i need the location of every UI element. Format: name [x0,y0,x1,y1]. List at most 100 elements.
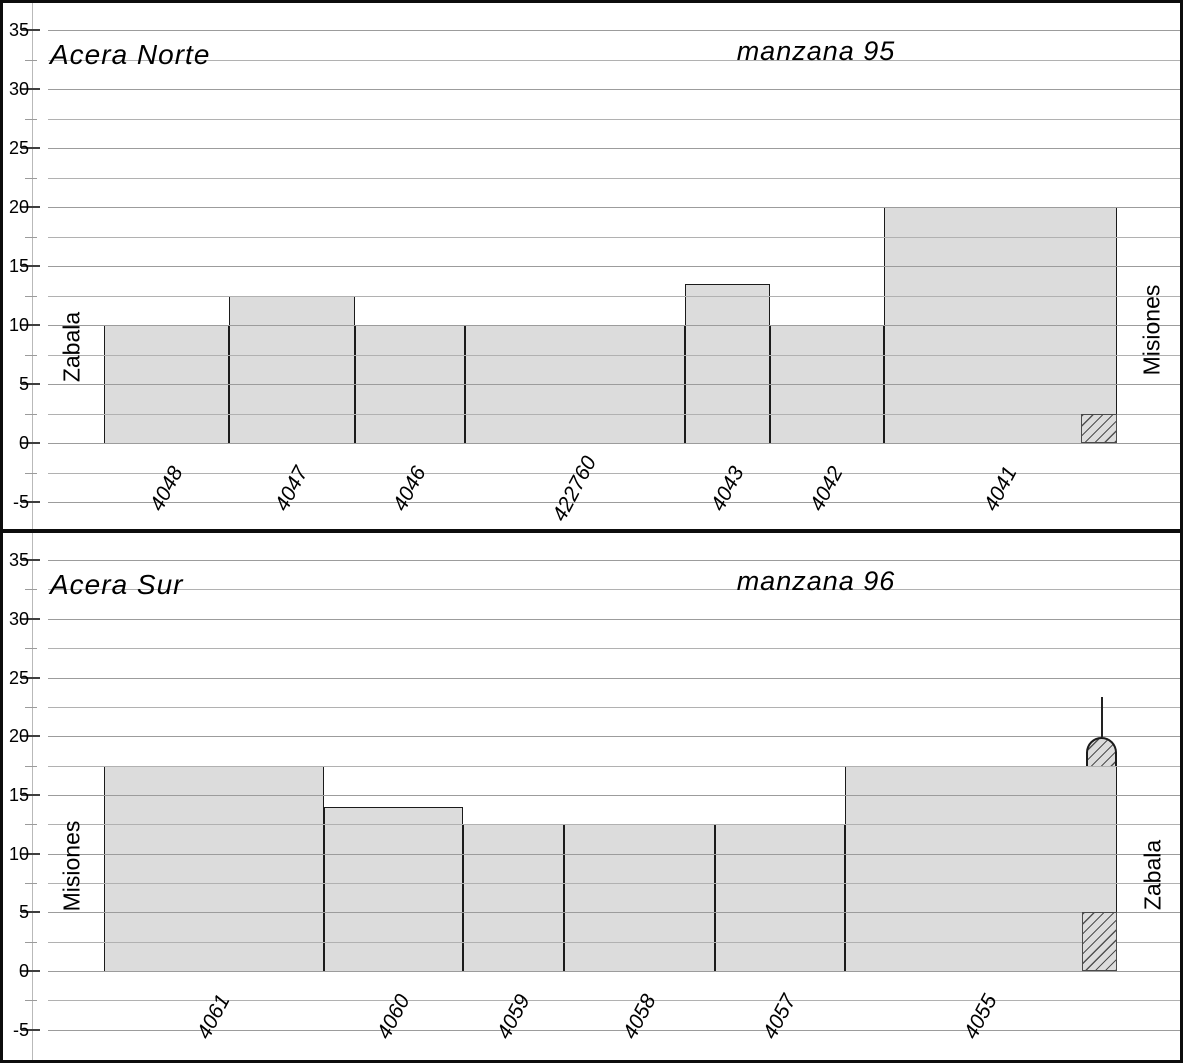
gridline [48,207,1180,208]
gridline [48,706,1180,708]
y-major-tick [21,1028,40,1031]
y-tick-label: 5 [18,374,29,394]
y-major-tick [21,206,40,208]
y-major-tick [21,324,40,326]
bar-4058 [564,824,715,972]
y-minor-tick [25,59,37,61]
y-tick-label: 10 [8,315,29,335]
y-tick-label: 5 [18,902,29,923]
gridline [48,941,1180,943]
y-axis-line [32,533,33,1060]
panel-acera-sur: Acera Sur manzana 96 Misiones Zabala 406… [3,533,1180,1060]
y-minor-tick [25,472,37,474]
y-tick-label: 0 [18,961,29,981]
gridline [48,882,1180,884]
street-label-left: Zabala [58,311,85,383]
gridline [48,413,1180,415]
y-major-tick [21,265,40,267]
x-label-4048: 4048 [144,462,188,515]
y-minor-tick [25,177,37,179]
bar-4059 [463,824,564,972]
y-minor-tick [25,824,37,826]
gridline [48,118,1180,120]
street-label-right: Misiones [1138,284,1165,376]
y-minor-tick [25,1000,37,1002]
y-tick-label: 10 [8,843,29,864]
y-minor-tick [25,648,37,650]
x-label-4061: 4061 [192,990,235,1043]
x-label-4042: 4042 [805,462,848,515]
x-label-4043: 4043 [705,462,749,515]
x-label-4046: 4046 [388,462,431,515]
y-minor-tick [25,236,37,238]
bar-4047 [229,295,355,444]
gridline [48,560,1180,562]
gridline [48,59,1180,61]
y-minor-tick [25,882,37,884]
bar-4057 [715,824,845,972]
y-major-tick [21,559,40,562]
gridline [48,266,1180,267]
hatched-area [1082,912,1117,971]
y-minor-tick [25,765,37,767]
gridline [48,148,1180,149]
y-tick-label: 15 [8,256,29,276]
y-tick-label: 20 [8,726,29,747]
gridline [48,618,1180,620]
antenna-line [1101,697,1103,738]
gridline [48,765,1180,767]
y-minor-tick [25,413,37,415]
bar-4043 [685,283,770,444]
y-major-tick [21,88,40,90]
x-label-4041: 4041 [978,462,1022,515]
y-tick-label: 30 [8,608,29,629]
gridline [48,354,1180,356]
panel-title: Acera Sur [50,569,184,600]
x-label-4047: 4047 [270,462,313,515]
street-label-right: Zabala [1139,839,1166,911]
y-minor-tick [25,706,37,708]
y-tick-label: 35 [8,550,29,571]
y-tick-label: 25 [8,667,29,688]
panel-title: Acera Norte [50,39,211,70]
gridline [48,325,1180,326]
gridline [48,1000,1180,1002]
gridline [48,384,1180,385]
gridline [48,89,1180,90]
gridline [48,236,1180,238]
y-tick-label: 25 [8,138,29,158]
y-tick-label: -5 [12,492,29,512]
dome-annotation [1086,737,1117,766]
gridline [48,502,1180,503]
y-minor-tick [25,354,37,356]
y-tick-label: 15 [8,784,29,805]
gridline [48,912,1180,914]
y-major-tick [21,970,40,972]
gridline [48,853,1180,855]
y-major-tick [21,29,40,31]
y-minor-tick [25,295,37,297]
y-tick-label: 30 [8,79,29,99]
gridline [48,794,1180,796]
gridline [48,971,1180,972]
x-label-4059: 4059 [491,990,535,1043]
gridline [48,295,1180,297]
y-major-tick [21,735,40,738]
street-label-left: Misiones [58,820,85,912]
gridline [48,177,1180,179]
y-major-tick [21,852,40,855]
y-major-tick [21,793,40,796]
y-minor-tick [25,118,37,120]
gridline [48,648,1180,650]
gridline [48,472,1180,474]
y-major-tick [21,147,40,149]
bar-4061 [104,765,324,972]
y-minor-tick [25,941,37,943]
gridline [48,443,1180,444]
gridline [48,589,1180,591]
y-major-tick [21,676,40,679]
block-label: manzana 96 [736,566,896,596]
gridline [48,677,1180,679]
y-minor-tick [25,589,37,591]
x-label-4057: 4057 [758,990,801,1043]
